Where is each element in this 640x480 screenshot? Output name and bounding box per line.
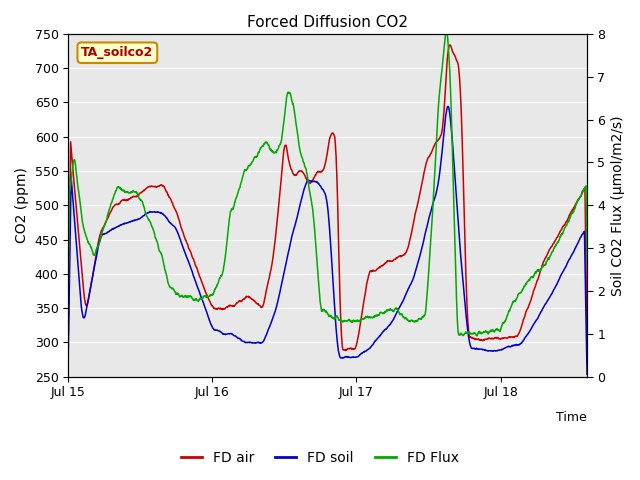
Text: TA_soilco2: TA_soilco2: [81, 46, 154, 59]
Title: Forced Diffusion CO2: Forced Diffusion CO2: [247, 15, 408, 30]
Legend: FD air, FD soil, FD Flux: FD air, FD soil, FD Flux: [176, 445, 464, 471]
Y-axis label: CO2 (ppm): CO2 (ppm): [15, 168, 29, 243]
Text: Time: Time: [556, 411, 587, 424]
Y-axis label: Soil CO2 Flux (μmol/m2/s): Soil CO2 Flux (μmol/m2/s): [611, 115, 625, 296]
